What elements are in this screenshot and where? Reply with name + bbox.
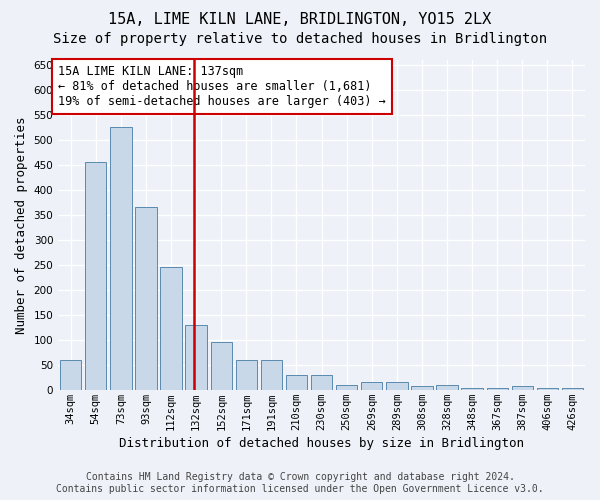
Bar: [236, 360, 257, 390]
Bar: [136, 208, 157, 390]
Bar: [60, 360, 82, 390]
Bar: [110, 128, 131, 390]
Bar: [261, 360, 282, 390]
Bar: [537, 388, 558, 390]
Text: 15A, LIME KILN LANE, BRIDLINGTON, YO15 2LX: 15A, LIME KILN LANE, BRIDLINGTON, YO15 2…: [109, 12, 491, 28]
Bar: [512, 386, 533, 390]
Y-axis label: Number of detached properties: Number of detached properties: [15, 116, 28, 334]
Bar: [160, 268, 182, 390]
Bar: [286, 375, 307, 390]
Bar: [185, 325, 207, 390]
Text: 15A LIME KILN LANE: 137sqm
← 81% of detached houses are smaller (1,681)
19% of s: 15A LIME KILN LANE: 137sqm ← 81% of deta…: [58, 65, 386, 108]
Bar: [386, 382, 407, 390]
Bar: [361, 382, 382, 390]
Bar: [311, 375, 332, 390]
Bar: [211, 342, 232, 390]
Bar: [336, 385, 358, 390]
X-axis label: Distribution of detached houses by size in Bridlington: Distribution of detached houses by size …: [119, 437, 524, 450]
Text: Size of property relative to detached houses in Bridlington: Size of property relative to detached ho…: [53, 32, 547, 46]
Bar: [487, 388, 508, 390]
Bar: [562, 388, 583, 390]
Text: Contains HM Land Registry data © Crown copyright and database right 2024.
Contai: Contains HM Land Registry data © Crown c…: [56, 472, 544, 494]
Bar: [411, 386, 433, 390]
Bar: [461, 388, 483, 390]
Bar: [436, 385, 458, 390]
Bar: [85, 162, 106, 390]
